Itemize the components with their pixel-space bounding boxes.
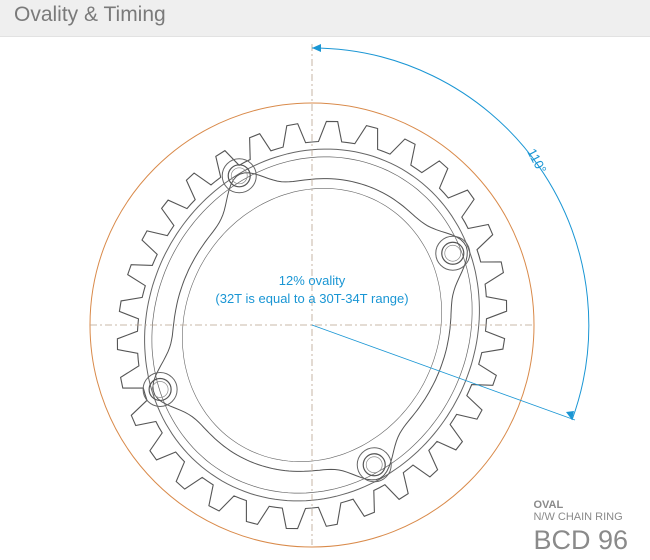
bolt-boss [435,235,471,271]
bolt-hole-inner [365,456,383,474]
chainring [116,120,508,530]
bolt-boss [356,447,392,483]
bolt-hole [362,453,386,477]
header: Ovality & Timing [0,0,650,37]
bolt-hole-inner [230,167,248,185]
arrow-head [566,411,574,420]
bolt-boss [142,371,178,407]
header-title: Ovality & Timing [14,3,166,26]
timing-line [311,324,576,421]
bolt-hole [441,241,465,265]
product-type: OVAL [533,499,564,511]
product-name: N/W CHAIN RING [533,511,623,523]
product-info: OVAL N/W CHAIN RING BCD 96 [533,499,628,556]
spider-cutout [152,172,468,481]
bolt-hole-inner [444,244,462,262]
angle-arc [311,47,590,421]
ovality-label: 12% ovality [279,273,346,288]
bolt-hole [148,377,172,402]
angle-label: 110° [524,146,549,176]
bolt-boss [221,158,257,194]
arrow-head [312,44,321,52]
bolt-hole-inner [151,381,169,398]
bolt-hole [227,164,251,188]
product-bcd: BCD 96 [533,525,628,555]
ovality-note: (32T is equal to a 30T-34T range) [215,291,408,306]
